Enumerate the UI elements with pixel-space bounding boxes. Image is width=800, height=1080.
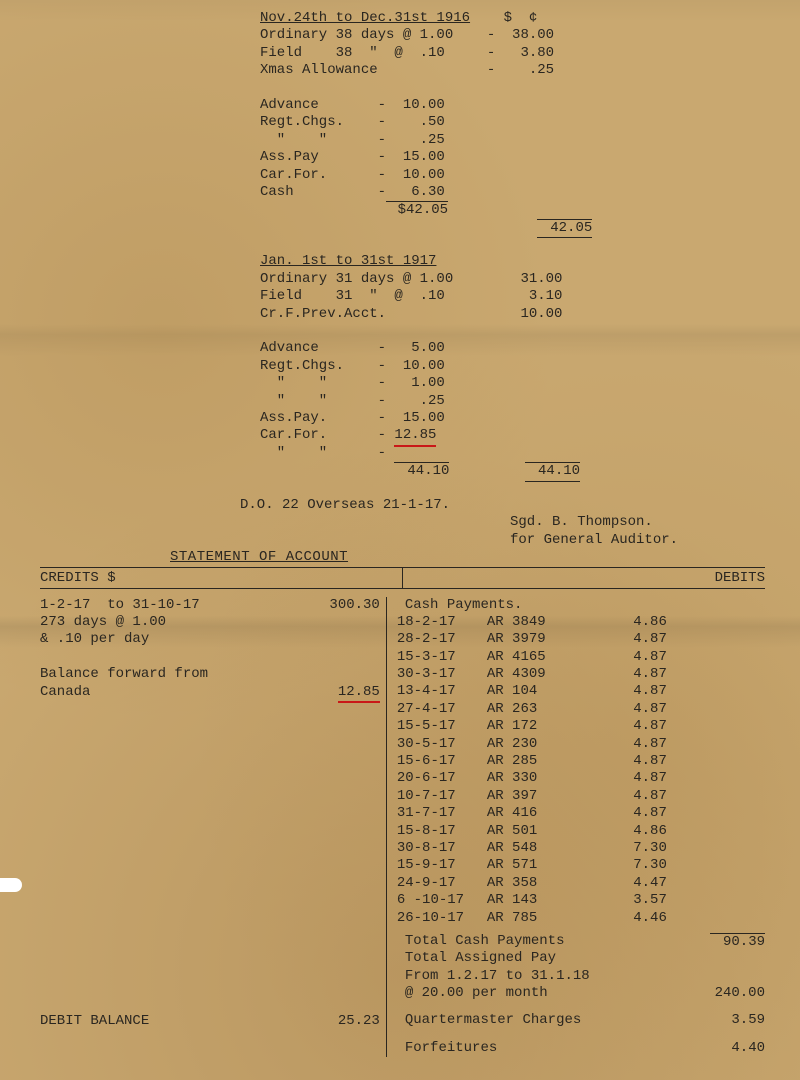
debits-header: DEBITS	[403, 568, 765, 588]
assigned-pay-3: @ 20.00 per month 240.00	[397, 985, 765, 1002]
period1-debit-total-row: $42.05	[260, 201, 740, 218]
period2-totals-row: 44.10 44.10	[260, 462, 740, 479]
period1-title-row: Nov.24th to Dec.31st 1916 $ ¢	[260, 10, 740, 27]
credits-column: 1-2-17 to 31-10-17 300.30 273 days @ 1.0…	[40, 597, 387, 1058]
cash-payment-row: 15-5-17AR 1724.87	[397, 718, 765, 735]
cash-payment-row: 20-6-17AR 3304.87	[397, 770, 765, 787]
period2-credit-row: Ordinary 31 days @ 1.00 31.00	[260, 271, 740, 288]
forf-row: Forfeitures 4.40	[397, 1040, 765, 1057]
period1-debit-row: " " - .25	[260, 132, 740, 149]
period2-debit-row: Ass.Pay. - 15.00	[260, 410, 740, 427]
soa-title: STATEMENT OF ACCOUNT	[170, 549, 765, 566]
cash-payment-row: 26-10-17AR 7854.46	[397, 910, 765, 927]
total-cash-amount: 90.39	[710, 933, 765, 951]
cash-payments-header: Cash Payments.	[397, 597, 765, 614]
spacer	[40, 703, 380, 1013]
cash-payment-row: 10-7-17AR 3974.87	[397, 788, 765, 805]
period2-debit-row: " " - .25	[260, 393, 740, 410]
cash-payment-row: 28-2-17AR 39794.87	[397, 631, 765, 648]
period2-debit-total: 44.10	[394, 462, 449, 480]
credit-range-row: 1-2-17 to 31-10-17 300.30	[40, 597, 380, 614]
debit-balance-row: DEBIT BALANCE 25.23	[40, 1013, 380, 1030]
currency-header: $ ¢	[504, 10, 538, 26]
paper-tear	[0, 878, 22, 892]
blank-row	[40, 649, 380, 666]
blank-row	[260, 80, 740, 97]
cash-payment-row: 27-4-17AR 2634.87	[397, 701, 765, 718]
cash-payment-row: 15-8-17AR 5014.86	[397, 823, 765, 840]
cash-payment-row: 18-2-17AR 38494.86	[397, 614, 765, 631]
period1-debit-total: $42.05	[386, 201, 448, 219]
qm-amount: 3.59	[695, 1012, 765, 1029]
period1-section: Nov.24th to Dec.31st 1916 $ ¢ Ordinary 3…	[260, 10, 740, 236]
period2-title: Jan. 1st to 31st 1917	[260, 253, 436, 269]
cash-payment-row: 6 -10-17AR 1433.57	[397, 892, 765, 909]
cash-payment-row: 30-8-17AR 5487.30	[397, 840, 765, 857]
balance-fwd-1: Balance forward from	[40, 666, 380, 683]
period1-credit-row: Ordinary 38 days @ 1.00 - 38.00	[260, 27, 740, 44]
document-page: Nov.24th to Dec.31st 1916 $ ¢ Ordinary 3…	[0, 0, 800, 1067]
spacer	[40, 589, 765, 597]
credit-line3: & .10 per day	[40, 631, 380, 648]
spacer	[397, 1030, 765, 1040]
cash-payment-row: 30-5-17AR 2304.87	[397, 736, 765, 753]
period2-debit-row: Car.For. - 12.85	[260, 427, 740, 444]
total-cash-row: Total Cash Payments 90.39	[397, 933, 765, 950]
soa-column-headers: CREDITS $ DEBITS	[40, 567, 765, 589]
period1-credit-row: Xmas Allowance - .25	[260, 62, 740, 79]
cash-payment-row: 15-6-17AR 2854.87	[397, 753, 765, 770]
spacer	[40, 480, 765, 497]
period1-total: 42.05	[537, 219, 592, 238]
soa-body: 1-2-17 to 31-10-17 300.30 273 days @ 1.0…	[40, 597, 765, 1058]
blank-row	[260, 323, 740, 340]
period1-debit-row: Regt.Chgs. - .50	[260, 114, 740, 131]
period1-debit-row: Cash - 6.30	[260, 184, 740, 201]
cash-payment-row: 15-3-17AR 41654.87	[397, 649, 765, 666]
period2-credit-row: Field 31 " @ .10 3.10	[260, 288, 740, 305]
signature-line1: Sgd. B. Thompson.	[510, 514, 765, 531]
spacer	[40, 236, 765, 253]
debits-column: Cash Payments. 18-2-17AR 38494.8628-2-17…	[387, 597, 765, 1058]
period1-debit-row: Ass.Pay - 15.00	[260, 149, 740, 166]
cash-payment-row: 13-4-17AR 1044.87	[397, 683, 765, 700]
period2-credit-row: Cr.F.Prev.Acct. 10.00	[260, 306, 740, 323]
credits-header: CREDITS $	[40, 568, 403, 588]
period2-debit-row: Regt.Chgs. - 10.00	[260, 358, 740, 375]
assigned-pay-1: Total Assigned Pay	[397, 950, 765, 967]
assigned-pay-amount: 240.00	[695, 985, 765, 1002]
qm-row: Quartermaster Charges 3.59	[397, 1012, 765, 1029]
cash-payments-list: 18-2-17AR 38494.8628-2-17AR 39794.8715-3…	[397, 614, 765, 927]
spacer	[397, 1002, 765, 1012]
forf-amount: 4.40	[695, 1040, 765, 1057]
period2-debit-row: " " - 1.00	[260, 375, 740, 392]
period1-credit-row: Field 38 " @ .10 - 3.80	[260, 45, 740, 62]
period1-total-row: 42.05	[260, 219, 740, 236]
cash-payment-row: 24-9-17AR 3584.47	[397, 875, 765, 892]
debit-balance-label: DEBIT BALANCE	[40, 1013, 300, 1030]
period1-debit-row: Car.For. - 10.00	[260, 167, 740, 184]
period1-debit-row: Advance - 10.00	[260, 97, 740, 114]
balance-fwd-amount: 12.85	[338, 684, 380, 703]
cash-payment-row: 15-9-17AR 5717.30	[397, 857, 765, 874]
period2-debit-row: " " -	[260, 445, 740, 462]
footer-note: D.O. 22 Overseas 21-1-17.	[240, 497, 765, 514]
cash-payment-row: 31-7-17AR 4164.87	[397, 805, 765, 822]
period2-title-row: Jan. 1st to 31st 1917	[260, 253, 740, 270]
cash-payment-row: 30-3-17AR 43094.87	[397, 666, 765, 683]
period2-section: Jan. 1st to 31st 1917 Ordinary 31 days @…	[260, 253, 740, 479]
signature-line2: for General Auditor.	[510, 532, 765, 549]
period2-total: 44.10	[525, 462, 580, 481]
period2-debit-row: Advance - 5.00	[260, 340, 740, 357]
assigned-pay-2: From 1.2.17 to 31.1.18	[397, 968, 765, 985]
debit-balance-amount: 25.23	[300, 1013, 380, 1030]
balance-fwd-2: Canada 12.85	[40, 684, 380, 703]
credit-line2: 273 days @ 1.00	[40, 614, 380, 631]
period1-title: Nov.24th to Dec.31st 1916	[260, 10, 470, 26]
